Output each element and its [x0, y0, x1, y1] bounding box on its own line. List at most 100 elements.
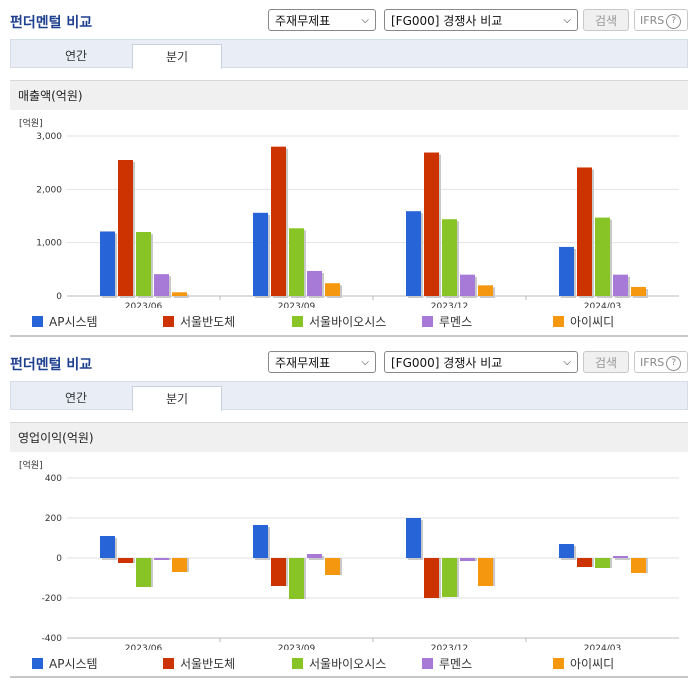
comparison-group-select[interactable]: [FG000] 경쟁사 비교 ⌵ — [384, 351, 578, 373]
chevron-down-icon: ⌵ — [361, 15, 369, 26]
bar — [613, 274, 628, 296]
bar — [613, 556, 628, 558]
tab-quarter[interactable]: 분기 — [132, 44, 222, 69]
bar — [271, 146, 286, 296]
divider — [10, 335, 688, 337]
panel-title: 펀더멘털 비교 — [10, 357, 93, 373]
bar — [424, 152, 439, 296]
x-tick-label: 2023/06 — [125, 302, 163, 308]
bar — [100, 231, 115, 296]
search-button[interactable]: 검색 — [583, 9, 629, 31]
chevron-down-icon: ⌵ — [361, 357, 369, 368]
statement-type-value: 주재무제표 — [275, 14, 331, 28]
y-axis-unit-label: [억원] — [19, 459, 43, 471]
bar — [154, 558, 169, 560]
x-tick-label: 2023/06 — [125, 644, 163, 650]
operating-profit-panel: 펀더멘털 비교 주재무제표 ⌵ [FG000] 경쟁사 비교 ⌵ 검색 IFRS? … — [0, 342, 696, 684]
bar — [631, 558, 646, 573]
bar — [136, 558, 151, 587]
bar — [442, 558, 457, 597]
x-tick-label: 2024/03 — [584, 644, 621, 650]
y-axis-unit-label: [억원] — [19, 117, 43, 129]
x-tick-label: 2023/12 — [431, 302, 468, 308]
legend-swatch — [553, 658, 564, 669]
bar — [307, 554, 322, 558]
legend-item[interactable]: AP시스템 — [32, 313, 98, 330]
legend-label: 루멘스 — [439, 315, 473, 329]
legend-item[interactable]: 서울바이오시스 — [292, 655, 386, 672]
comparison-group-select[interactable]: [FG000] 경쟁사 비교 ⌵ — [384, 9, 578, 31]
y-tick-label: -200 — [42, 594, 63, 604]
ifrs-button[interactable]: IFRS? — [634, 9, 688, 31]
bar — [559, 246, 574, 296]
revenue-bar-chart: [억원] 0 1,000 2,000 3,000 2023/06 2023/09 2023/1… — [19, 117, 679, 308]
statement-type-value: 주재무제표 — [275, 356, 331, 370]
legend-label: 루멘스 — [439, 657, 473, 671]
legend-label: 서울바이오시스 — [309, 315, 387, 329]
bar — [595, 558, 610, 568]
bar — [253, 525, 268, 558]
legend-item[interactable]: AP시스템 — [32, 655, 98, 672]
x-tick-label: 2024/03 — [584, 302, 621, 308]
bar — [631, 286, 646, 296]
legend-item[interactable]: 루멘스 — [422, 655, 472, 672]
statement-type-select[interactable]: 주재무제표 ⌵ — [268, 9, 376, 31]
bar — [307, 270, 322, 296]
bar — [172, 558, 187, 572]
bar — [289, 228, 304, 296]
y-tick-label: 200 — [45, 514, 62, 524]
bar — [559, 544, 574, 558]
bar — [595, 217, 610, 296]
tab-annual[interactable]: 연간 — [64, 49, 88, 63]
bar — [100, 536, 115, 558]
legend-swatch — [292, 316, 303, 327]
legend-swatch — [553, 316, 564, 327]
bar — [118, 558, 133, 563]
legend-item[interactable]: 아이씨디 — [553, 313, 614, 330]
period-tabs: 연간 분기 — [10, 39, 688, 69]
tab-annual[interactable]: 연간 — [64, 391, 88, 405]
bar — [460, 274, 475, 296]
legend-item[interactable]: 루멘스 — [422, 313, 472, 330]
ifrs-button[interactable]: IFRS? — [634, 351, 688, 373]
y-tick-label: 2,000 — [36, 185, 62, 195]
legend-swatch — [163, 316, 174, 327]
revenue-panel: 펀더멘털 비교 주재무제표 ⌵ [FG000] 경쟁사 비교 ⌵ 검색 IFRS? … — [10, 9, 688, 337]
legend-item[interactable]: 서울반도체 — [163, 655, 235, 672]
divider — [10, 676, 688, 678]
legend-swatch — [422, 658, 433, 669]
bar — [577, 558, 592, 567]
legend-item[interactable]: 서울반도체 — [163, 313, 235, 330]
chevron-down-icon: ⌵ — [563, 357, 571, 368]
legend-item[interactable]: 서울바이오시스 — [292, 313, 386, 330]
ifrs-label: IFRS — [640, 14, 665, 27]
bar — [289, 558, 304, 599]
legend-item[interactable]: 아이씨디 — [553, 655, 614, 672]
bar — [154, 274, 169, 296]
bar — [424, 558, 439, 598]
tab-quarter[interactable]: 분기 — [132, 386, 222, 411]
y-tick-label: 3,000 — [36, 132, 62, 142]
bar — [118, 160, 133, 296]
legend-label: AP시스템 — [49, 315, 98, 329]
legend-swatch — [32, 658, 43, 669]
statement-type-select[interactable]: 주재무제표 ⌵ — [268, 351, 376, 373]
legend-label: 서울반도체 — [180, 315, 236, 329]
search-button[interactable]: 검색 — [583, 351, 629, 373]
y-tick-label: 0 — [56, 554, 62, 564]
y-tick-label: 1,000 — [36, 239, 62, 249]
legend-label: AP시스템 — [49, 657, 98, 671]
help-icon: ? — [666, 13, 682, 29]
period-tabs: 연간 분기 — [10, 381, 688, 411]
chart-subtitle: 매출액(억원) — [10, 80, 688, 110]
legend-label: 아이씨디 — [570, 315, 615, 329]
bar-shadow — [174, 294, 189, 298]
bar — [253, 212, 268, 296]
chevron-down-icon: ⌵ — [563, 15, 571, 26]
x-tick-label: 2023/09 — [278, 302, 316, 308]
bar-shadow — [615, 558, 630, 560]
legend-swatch — [163, 658, 174, 669]
legend-swatch — [422, 316, 433, 327]
bar — [406, 211, 421, 296]
legend-label: 아이씨디 — [570, 657, 615, 671]
